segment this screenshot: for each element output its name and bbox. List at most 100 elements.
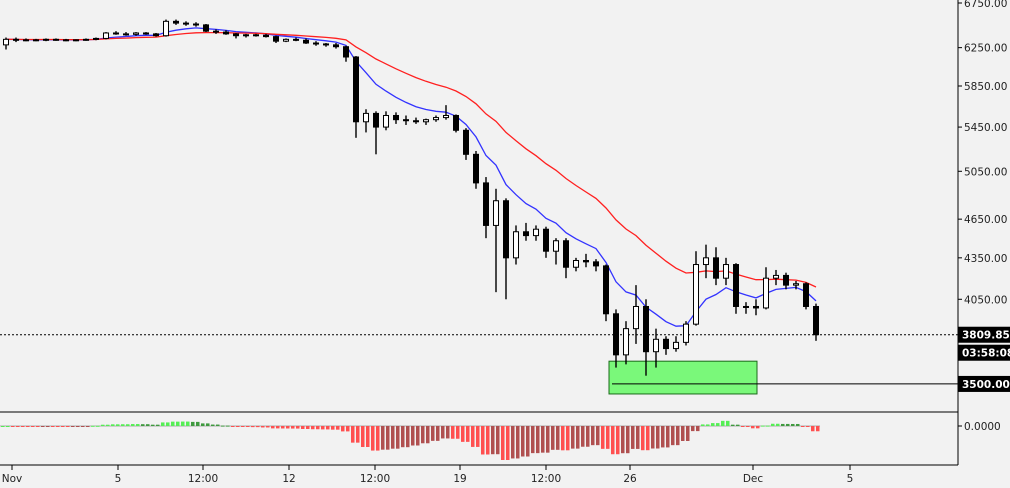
candle [613, 309, 619, 368]
candle-body [373, 112, 379, 128]
oscillator-bar [466, 426, 470, 442]
oscillator-bar [51, 426, 55, 427]
candle [503, 198, 509, 300]
oscillator-bar [101, 424, 105, 426]
oscillator-bar [386, 426, 390, 450]
oscillator-bar [731, 424, 735, 426]
oscillator-bar [391, 426, 395, 449]
oscillator-bar [316, 426, 320, 430]
candle [523, 222, 529, 241]
candle-body [263, 34, 269, 38]
time-tick-label: Dec [743, 473, 764, 485]
candle [673, 336, 679, 352]
oscillator-bar [276, 426, 280, 429]
oscillator-bar [146, 424, 150, 426]
oscillator-bar [646, 426, 650, 451]
candle [483, 177, 489, 239]
oscillator-bar [301, 426, 305, 429]
oscillator-bar [476, 426, 480, 447]
price-tick-label: 4350.00 [964, 253, 1007, 265]
candle [183, 21, 189, 26]
candle [653, 328, 659, 368]
candle-body [253, 34, 259, 37]
oscillator-bar [151, 424, 155, 426]
oscillator-bar [361, 426, 365, 447]
candle [563, 238, 569, 279]
oscillator-bar [606, 426, 610, 449]
oscillator-bar [6, 426, 10, 427]
candle-body [533, 228, 539, 237]
candle-body [223, 31, 229, 35]
oscillator-bar [41, 426, 45, 427]
oscillator-bar [651, 426, 655, 449]
price-tick-label: 6250.00 [964, 43, 1007, 55]
candle-body [33, 39, 39, 42]
candle-body [113, 32, 119, 35]
oscillator-bar [756, 426, 760, 429]
candle [73, 39, 79, 42]
oscillator-bar [541, 426, 545, 453]
bar-countdown-label-bg [958, 344, 1010, 361]
oscillator-bar [481, 426, 485, 455]
oscillator-bar [346, 426, 350, 432]
candle-body [643, 305, 649, 353]
oscillator-bar [801, 426, 805, 427]
oscillator-bar [781, 423, 785, 426]
candle [803, 282, 809, 310]
candle [413, 117, 419, 124]
candle [453, 114, 459, 133]
candle-body [623, 328, 629, 356]
oscillator-bar [306, 426, 310, 429]
candle-body [63, 39, 69, 42]
candle-body [653, 338, 659, 353]
candle-body [23, 39, 29, 42]
candle-body [423, 119, 429, 123]
candle-body [743, 305, 749, 308]
candle-body [793, 283, 799, 286]
oscillator-bar [381, 426, 385, 450]
candle-body [213, 30, 219, 33]
candle-body [473, 153, 479, 184]
time-tick-label: 12:00 [360, 473, 390, 485]
candle-body [383, 114, 389, 128]
oscillator-bar [411, 426, 415, 446]
price-tick-label: 5450.00 [964, 122, 1007, 134]
candle-body [243, 34, 249, 37]
oscillator-bar [601, 426, 605, 449]
oscillator-bar [16, 426, 20, 427]
time-tick-label: 12 [282, 473, 295, 485]
oscillator-bar [806, 426, 810, 427]
candle-body [283, 38, 289, 42]
oscillator-bar [116, 424, 120, 426]
oscillator-bar [776, 423, 780, 426]
price-tick-label: 4050.00 [964, 294, 1007, 306]
candle-body [753, 305, 759, 309]
candle-body [673, 341, 679, 350]
oscillator-bar [221, 425, 225, 427]
candle [303, 38, 309, 44]
candle-body [763, 277, 769, 309]
candle [473, 150, 479, 189]
oscillator-bar [166, 422, 170, 426]
candle-body [493, 200, 499, 226]
oscillator-bar [226, 425, 230, 427]
candle [623, 321, 629, 365]
oscillator-bar [556, 426, 560, 450]
oscillator-bar [336, 426, 340, 430]
oscillator-bar [696, 426, 700, 432]
candle [493, 188, 499, 293]
price-tick-label: 5850.00 [964, 81, 1007, 93]
candle-body [233, 33, 239, 37]
oscillator-bar [341, 426, 345, 432]
oscillator-bar [816, 426, 820, 432]
oscillator-bar [331, 426, 335, 430]
oscillator-bar [586, 426, 590, 447]
candle-body [203, 24, 209, 32]
oscillator-bar [576, 426, 580, 449]
oscillator-bar [56, 426, 60, 427]
candle [793, 280, 799, 290]
candle [353, 56, 359, 138]
candle [343, 45, 349, 62]
candle-body [333, 44, 339, 48]
candle-body [3, 38, 9, 46]
